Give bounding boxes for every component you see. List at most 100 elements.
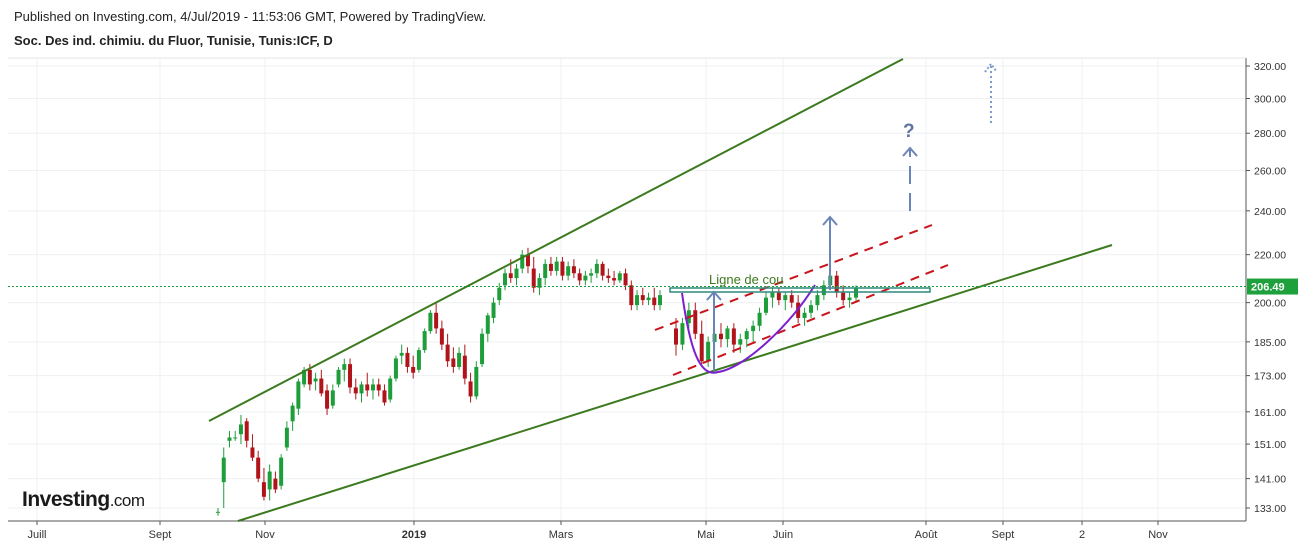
x-tick-label: 2019	[402, 529, 426, 541]
target-arrow-1-head	[706, 290, 722, 301]
logo-main: Investing	[22, 488, 110, 511]
candle-body	[531, 268, 536, 288]
plot-area	[8, 58, 1246, 521]
candle-body	[789, 295, 794, 303]
target-arrow-3-head	[902, 146, 918, 157]
published-info: Published on Investing.com, 4/Jul/2019 -…	[14, 9, 487, 24]
candle-body	[273, 478, 278, 490]
candle-body	[428, 312, 433, 332]
y-tick-label: 320.00	[1254, 61, 1286, 73]
candle-body	[508, 273, 513, 279]
candle-body	[325, 390, 330, 409]
candle-body	[330, 390, 335, 406]
y-tick-label: 200.00	[1254, 298, 1286, 310]
candle-body	[699, 333, 704, 362]
candle-body	[764, 297, 768, 313]
candle-body	[256, 457, 261, 479]
candle-body	[319, 378, 324, 394]
last-price-badge	[1247, 278, 1298, 295]
candle-body	[462, 355, 467, 379]
candle-body	[589, 273, 594, 276]
question-mark: ?	[903, 121, 915, 142]
candle-body	[290, 405, 295, 422]
candle-body	[623, 273, 628, 286]
channel-upper-line	[208, 58, 904, 422]
candle-body	[302, 369, 307, 385]
candle-body	[731, 328, 736, 345]
candle-body	[629, 285, 634, 306]
candle-body	[577, 273, 582, 281]
candle-body	[216, 511, 220, 513]
y-tick-label: 220.00	[1254, 250, 1286, 262]
investing-logo: Investing.com	[22, 488, 145, 512]
candle-body	[560, 261, 565, 276]
y-tick-label: 151.00	[1254, 439, 1286, 451]
candle-body	[635, 295, 640, 306]
candle-body	[744, 331, 749, 340]
candle-body	[548, 263, 553, 271]
candle-body	[680, 323, 685, 345]
channel-lower-line	[237, 244, 1113, 522]
x-tick-label: Mars	[549, 529, 574, 541]
candle-body	[566, 266, 571, 276]
candle-body	[399, 352, 404, 356]
candle-body	[719, 333, 723, 340]
candle-body	[693, 310, 698, 334]
candle-body	[514, 268, 519, 279]
x-tick-label: Août	[915, 529, 938, 541]
candle-body	[227, 437, 232, 441]
candle-body	[674, 328, 678, 345]
candle-body	[706, 341, 711, 362]
candle-body	[388, 378, 393, 400]
candle-body	[261, 482, 266, 497]
candle-body	[416, 350, 421, 370]
y-tick-label: 185.00	[1254, 337, 1286, 349]
x-tick-label: Sept	[992, 529, 1015, 541]
candle-body	[353, 387, 358, 394]
candle-body	[405, 352, 410, 367]
x-tick-label: Nov	[255, 529, 275, 541]
candle-body	[841, 292, 846, 301]
instrument-title: Soc. Des ind. chimiu. du Fluor, Tunisie,…	[14, 33, 333, 48]
candle-body	[279, 457, 284, 486]
candle-body	[445, 344, 450, 362]
candle-body	[342, 364, 347, 370]
candle-body	[600, 263, 605, 276]
candle-body	[543, 263, 548, 279]
candle-body	[658, 295, 662, 306]
candle-body	[776, 292, 781, 301]
neckline-label: Ligne de cou	[709, 272, 783, 287]
x-tick-label: Sept	[149, 529, 172, 541]
candle-body	[284, 427, 289, 448]
logo-suffix: .com	[109, 491, 145, 510]
candle-body	[336, 369, 341, 385]
candle-body	[307, 369, 312, 385]
y-tick-label: 300.00	[1254, 93, 1286, 105]
candle-body	[480, 333, 485, 365]
y-tick-label: 133.00	[1254, 503, 1286, 515]
candle-body	[757, 312, 762, 326]
x-tick-label: Mai	[697, 529, 715, 541]
candle-body	[497, 287, 502, 301]
candle-body	[359, 384, 364, 394]
candle-body	[468, 381, 473, 397]
candle-body	[594, 263, 599, 274]
candle-body	[751, 325, 756, 332]
target-arrow-2-head	[822, 215, 838, 226]
y-tick-label: 173.00	[1254, 371, 1286, 383]
candle-body	[725, 328, 730, 340]
candle-body	[646, 297, 651, 301]
x-tick-label: Juin	[773, 529, 793, 541]
y-tick-label: 141.00	[1254, 474, 1286, 486]
candle-body	[834, 275, 839, 293]
candle-body	[652, 297, 657, 306]
candle-body	[606, 275, 611, 279]
candle-body	[554, 261, 559, 271]
candle-body	[491, 302, 496, 318]
candle-body	[783, 295, 788, 301]
candle-body	[422, 331, 427, 351]
x-tick-label: Juill	[28, 529, 47, 541]
candle-body	[612, 278, 617, 281]
candle-body	[525, 254, 530, 267]
